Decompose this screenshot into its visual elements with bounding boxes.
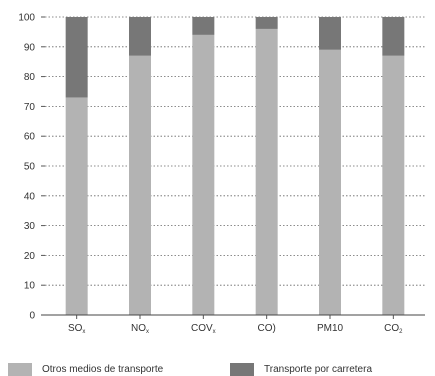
y-tick-label: 60 (24, 132, 36, 143)
bar-carretera-0 (65, 17, 88, 98)
bar-carretera-1 (129, 17, 151, 56)
x-tick-label: PM10 (317, 323, 344, 334)
bar-carretera-3 (255, 17, 278, 29)
x-tick-label-subscript: x (213, 329, 216, 335)
legend: Otros medios de transporte Transporte po… (0, 363, 435, 376)
bar-otros-2 (192, 34, 215, 315)
x-tick-label-subscript: x (146, 329, 149, 335)
gridlines (45, 16, 425, 286)
x-tick-label-text: SO (68, 323, 83, 334)
x-tick-label-text: PM10 (317, 323, 344, 334)
x-tick-label-text: NO (131, 323, 146, 334)
y-tick-label: 30 (24, 221, 36, 232)
x-tick-label: SOx (68, 323, 85, 335)
bars (65, 17, 405, 316)
x-tick-label: CO) (257, 323, 275, 334)
legend-swatch-carretera (230, 363, 254, 376)
legend-item-carretera: Transporte por carretera (230, 363, 372, 376)
bar-otros-3 (255, 28, 278, 315)
x-tick-label-subscript: x (82, 329, 85, 335)
legend-label-otros: Otros medios de transporte (42, 364, 164, 375)
y-tick-label: 20 (24, 251, 36, 262)
y-tick-label: 100 (18, 13, 35, 24)
legend-item-otros: Otros medios de transporte (8, 363, 163, 376)
x-tick-label-subscript: 2 (399, 329, 403, 335)
y-tick-label: 10 (24, 281, 36, 292)
y-tick-label: 70 (24, 102, 36, 113)
y-tick-label: 0 (29, 311, 35, 322)
x-tick-label: COVx (191, 323, 216, 335)
legend-label-carretera: Transporte por carretera (264, 364, 373, 375)
bar-otros-0 (65, 97, 88, 316)
bar-carretera-2 (192, 17, 215, 35)
x-tick-label-text: CO (384, 323, 399, 334)
bar-otros-5 (382, 55, 405, 316)
x-tick-label: NOx (131, 323, 149, 335)
legend-swatch-otros (8, 363, 32, 376)
x-axis: SOx NOx COVx CO) PM10 CO2 (41, 314, 425, 335)
bar-carretera-4 (319, 17, 341, 50)
x-tick-label: CO2 (384, 323, 403, 335)
y-tick-label: 50 (24, 162, 36, 173)
bar-otros-1 (129, 55, 151, 316)
y-tick-label: 90 (24, 42, 36, 53)
y-tick-label: 80 (24, 72, 36, 83)
x-tick-label-text: COV (191, 323, 213, 334)
y-axis: 0 10 20 30 40 50 60 70 80 90 100 (18, 13, 45, 322)
y-tick-label: 40 (24, 191, 36, 202)
bar-otros-4 (319, 49, 341, 315)
bar-carretera-5 (382, 17, 405, 56)
x-tick-label-text: CO) (257, 323, 275, 334)
